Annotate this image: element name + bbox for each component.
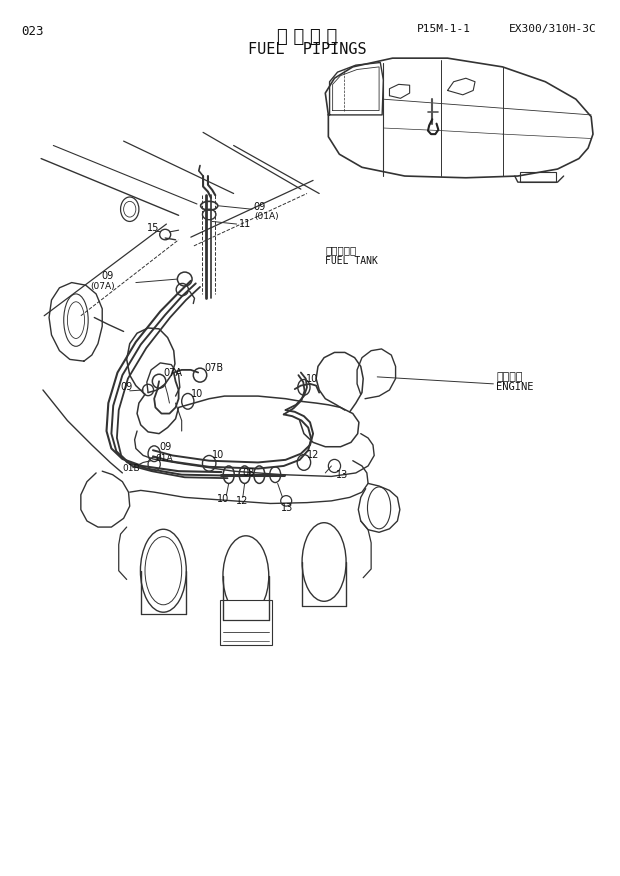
FancyBboxPatch shape [520, 172, 556, 182]
Text: 12: 12 [307, 449, 319, 460]
Text: 13: 13 [281, 503, 293, 512]
Text: (01A): (01A) [254, 212, 278, 221]
Text: 09: 09 [101, 271, 113, 280]
Text: FUEL TANK: FUEL TANK [326, 256, 378, 265]
Text: P15M-1-1: P15M-1-1 [417, 25, 471, 34]
Text: 08: 08 [243, 468, 255, 478]
Text: 07A: 07A [163, 369, 182, 378]
Text: エンジン: エンジン [497, 372, 523, 382]
Text: (07A): (07A) [90, 281, 115, 291]
Text: 01A: 01A [156, 454, 173, 463]
Text: 13: 13 [336, 470, 348, 480]
Text: 10: 10 [212, 450, 224, 461]
FancyBboxPatch shape [220, 599, 272, 645]
Text: FUEL  PIPINGS: FUEL PIPINGS [247, 41, 366, 57]
Text: 11: 11 [239, 219, 250, 229]
Text: 09: 09 [120, 382, 133, 392]
Text: 023: 023 [22, 25, 44, 39]
Text: 燃 料 配 管: 燃 料 配 管 [277, 27, 337, 46]
Text: 10: 10 [306, 375, 318, 385]
Text: 12: 12 [236, 496, 248, 505]
Text: ENGINE: ENGINE [497, 382, 534, 392]
Text: 15: 15 [147, 223, 159, 233]
Text: 10: 10 [191, 389, 203, 399]
Text: 燃料タンク: 燃料タンク [326, 245, 356, 255]
Text: EX300/310H-3C: EX300/310H-3C [508, 25, 596, 34]
Text: 09: 09 [254, 201, 266, 212]
Text: 07B: 07B [205, 364, 223, 373]
Text: 10: 10 [216, 494, 229, 504]
Text: 01B: 01B [122, 464, 140, 473]
Text: 09: 09 [159, 442, 171, 452]
